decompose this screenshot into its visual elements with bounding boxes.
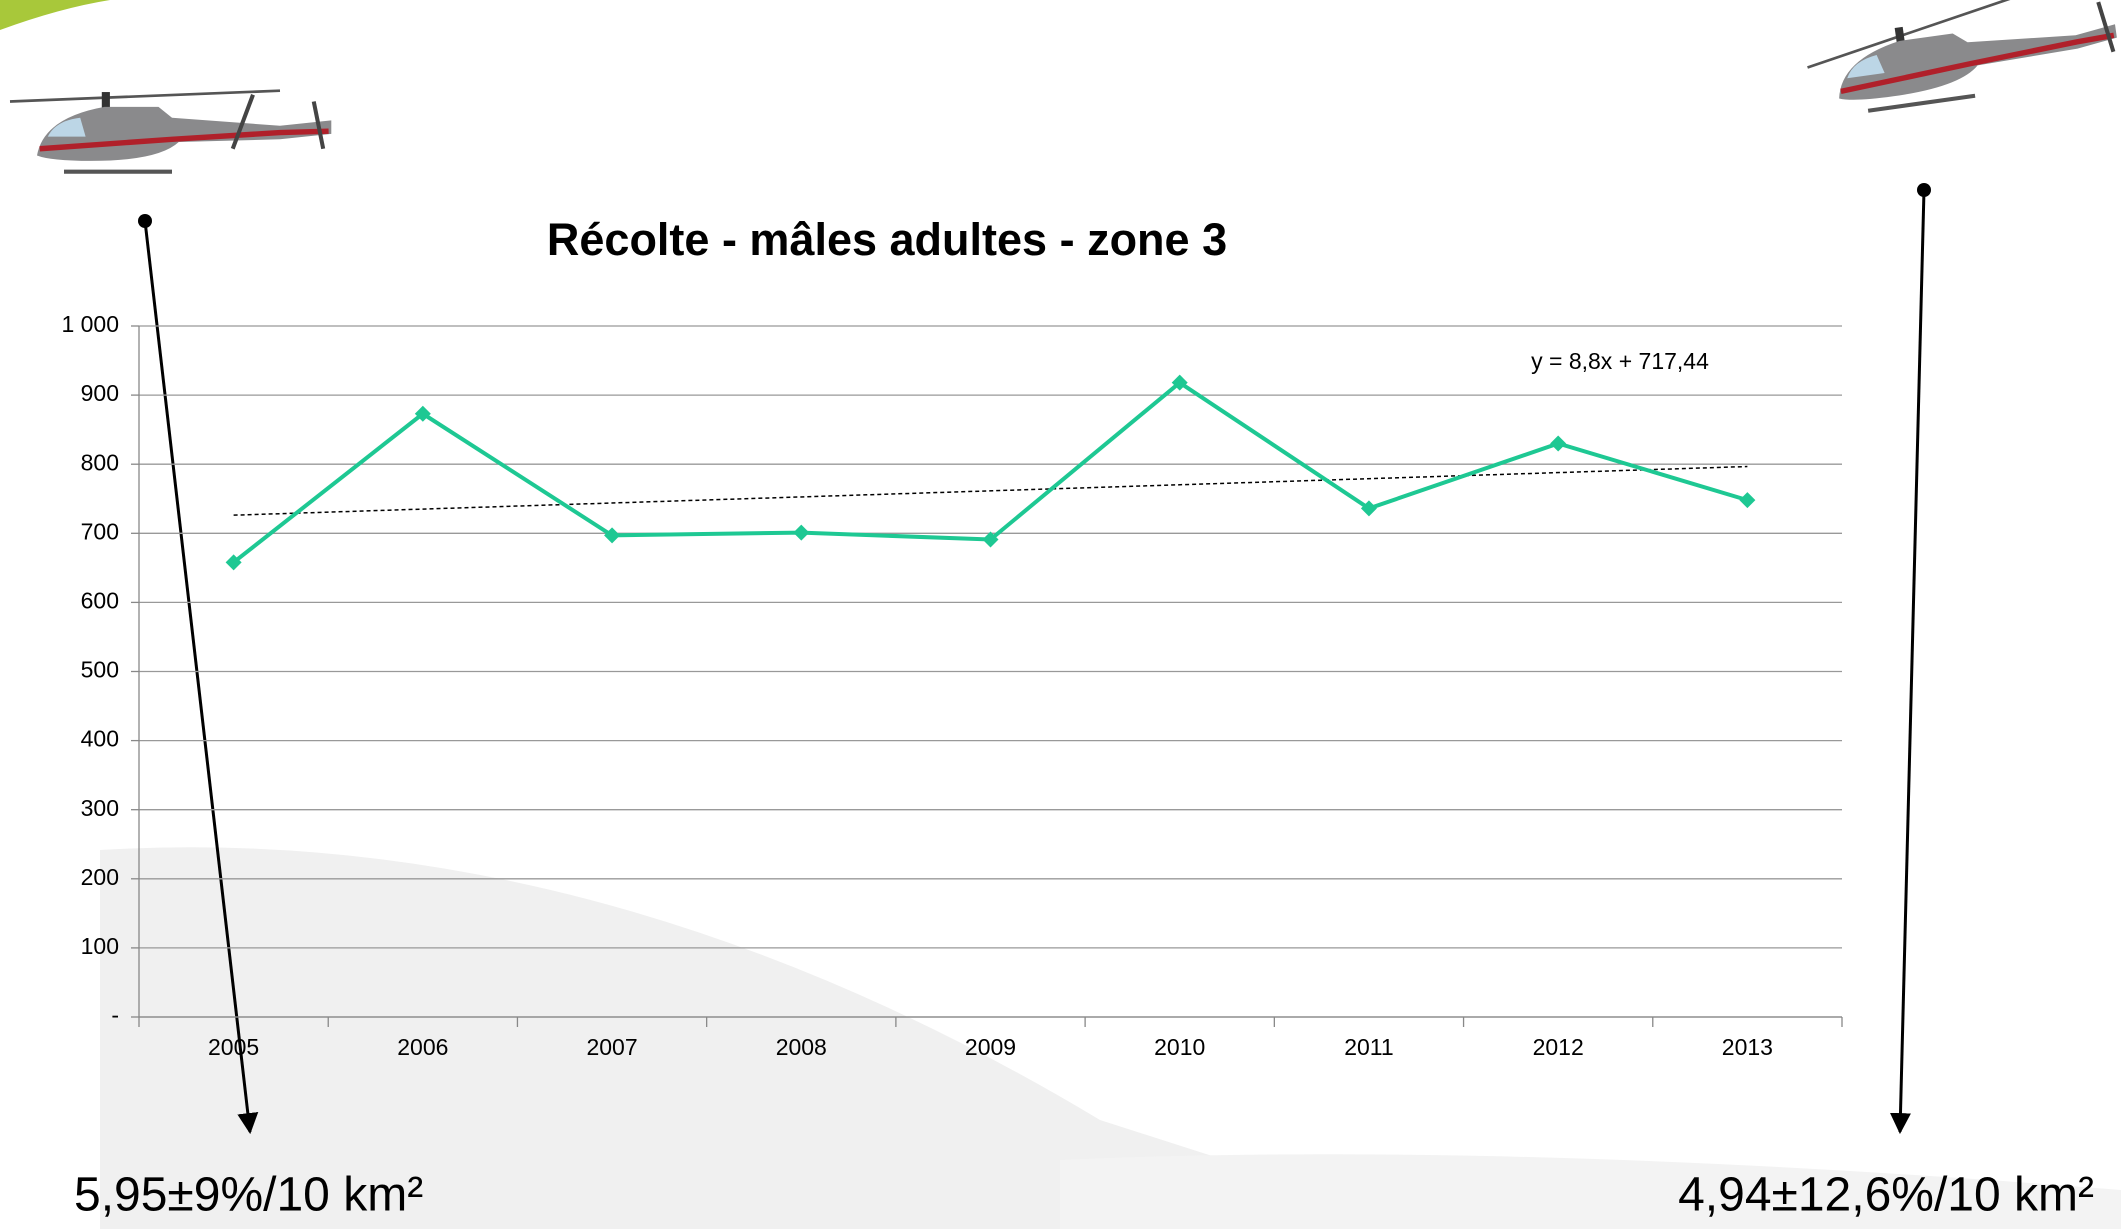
page: Récolte - mâles adultes - zone 3 5,95±9%…	[0, 0, 2121, 1229]
y-tick-label: 700	[81, 518, 119, 544]
y-tick-label: 500	[81, 657, 119, 683]
trendline	[234, 467, 1748, 516]
marker	[1550, 435, 1566, 451]
x-tick-label: 2008	[776, 1034, 827, 1060]
y-tick-label: 1 000	[61, 311, 119, 337]
marker	[1739, 492, 1755, 508]
y-tick-label: 300	[81, 795, 119, 821]
annotation: 4,94±12,6%/10 km²	[1678, 1169, 2094, 1222]
chart-title: Récolte - mâles adultes - zone 3	[547, 214, 1227, 265]
y-tick-label: 100	[81, 933, 119, 959]
annotation: 5,95±9%/10 km²	[74, 1169, 423, 1222]
y-tick-label: -	[111, 1002, 119, 1028]
marker	[793, 525, 809, 541]
x-tick-label: 2012	[1533, 1034, 1584, 1060]
y-tick-label: 900	[81, 380, 119, 406]
helicopter	[1800, 0, 2121, 118]
y-tick-label: 200	[81, 864, 119, 890]
x-tick-label: 2006	[397, 1034, 448, 1060]
y-tick-label: 600	[81, 587, 119, 613]
x-tick-label: 2005	[208, 1034, 259, 1060]
x-tick-label: 2007	[586, 1034, 637, 1060]
x-tick-label: 2010	[1154, 1034, 1205, 1060]
y-tick-label: 800	[81, 449, 119, 475]
background	[0, 0, 2121, 1229]
trendline-label: y = 8,8x + 717,44	[1531, 348, 1709, 374]
y-tick-label: 400	[81, 726, 119, 752]
x-tick-label: 2013	[1722, 1034, 1773, 1060]
helicopter	[10, 91, 331, 172]
x-tick-label: 2011	[1344, 1034, 1393, 1060]
x-tick-label: 2009	[965, 1034, 1016, 1060]
chart: Récolte - mâles adultes - zone 3 5,95±9%…	[0, 0, 2121, 1229]
